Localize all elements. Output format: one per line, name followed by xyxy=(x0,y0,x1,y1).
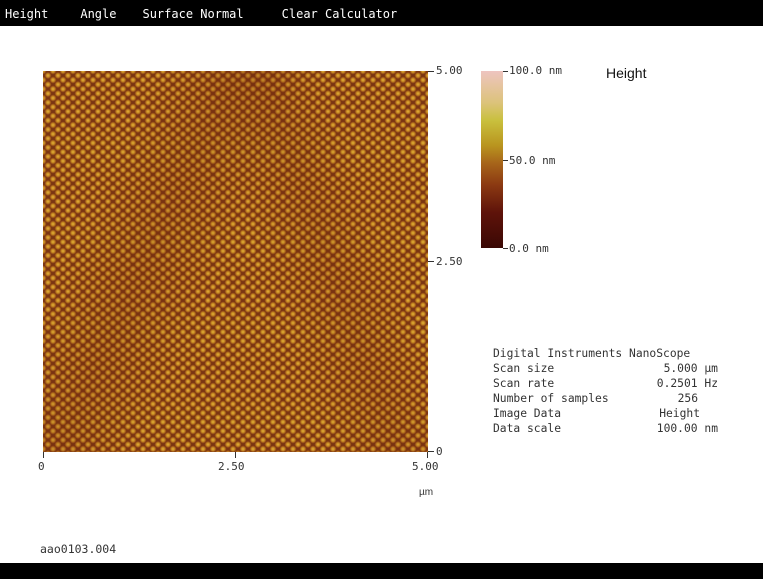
y-tick-label: 5.00 xyxy=(436,64,463,77)
x-tick-mark-mid xyxy=(235,452,236,458)
info-value: 5.000 µm xyxy=(663,362,718,375)
colorbar-label-min: 0.0 nm xyxy=(509,242,549,255)
info-row: Scan rate 0.2501 Hz xyxy=(493,376,718,391)
info-header: Digital Instruments NanoScope xyxy=(493,347,691,360)
colorbar-label-mid: 50.0 nm xyxy=(509,154,556,167)
info-value: Height xyxy=(659,407,700,420)
menu-bar: Height Angle Surface Normal Clear Calcul… xyxy=(0,0,763,26)
x-tick-label: 2.50 xyxy=(218,460,245,473)
file-name: aao0103.004 xyxy=(40,542,117,556)
bottom-bar xyxy=(0,563,763,579)
x-tick-label: 0 xyxy=(38,460,45,473)
y-tick-label: 0 xyxy=(436,445,443,458)
x-tick-mark-left xyxy=(43,452,44,458)
info-label: Image Data xyxy=(493,407,562,420)
info-row: Image Data Height xyxy=(493,406,718,421)
afm-height-image xyxy=(43,71,428,452)
info-value: 0.2501 Hz xyxy=(656,377,718,390)
menu-item-height[interactable]: Height xyxy=(5,7,49,21)
scan-info-panel: Digital Instruments NanoScope Scan size … xyxy=(493,346,718,436)
info-row: Data scale 100.00 nm xyxy=(493,421,718,436)
info-row: Number of samples 256 xyxy=(493,391,718,406)
x-tick-label: 5.00 xyxy=(412,460,439,473)
colorbar-title: Height xyxy=(606,65,647,81)
info-label: Number of samples xyxy=(493,392,609,405)
y-tick-mark-bottom xyxy=(428,451,434,452)
info-label: Scan rate xyxy=(493,377,555,390)
colorbar-tick-bottom xyxy=(503,248,508,249)
y-tick-mark-top xyxy=(428,71,434,72)
info-row: Scan size 5.000 µm xyxy=(493,361,718,376)
colorbar-tick-top xyxy=(503,71,508,72)
info-value: 256 xyxy=(677,392,698,405)
colorbar-tick-mid xyxy=(503,160,508,161)
x-axis-unit: µm xyxy=(419,487,434,498)
menu-item-angle[interactable]: Angle xyxy=(80,7,117,21)
colorbar-label-max: 100.0 nm xyxy=(509,64,562,77)
info-label: Data scale xyxy=(493,422,562,435)
menu-item-surface-normal[interactable]: Surface Normal xyxy=(142,7,244,21)
x-tick-mark-right xyxy=(427,452,428,458)
y-tick-mark-mid xyxy=(428,261,434,262)
info-value: 100.00 nm xyxy=(656,422,718,435)
menu-item-clear-calculator[interactable]: Clear Calculator xyxy=(281,7,398,21)
height-colorbar xyxy=(481,71,503,248)
y-tick-label: 2.50 xyxy=(436,255,463,268)
info-label: Scan size xyxy=(493,362,555,375)
